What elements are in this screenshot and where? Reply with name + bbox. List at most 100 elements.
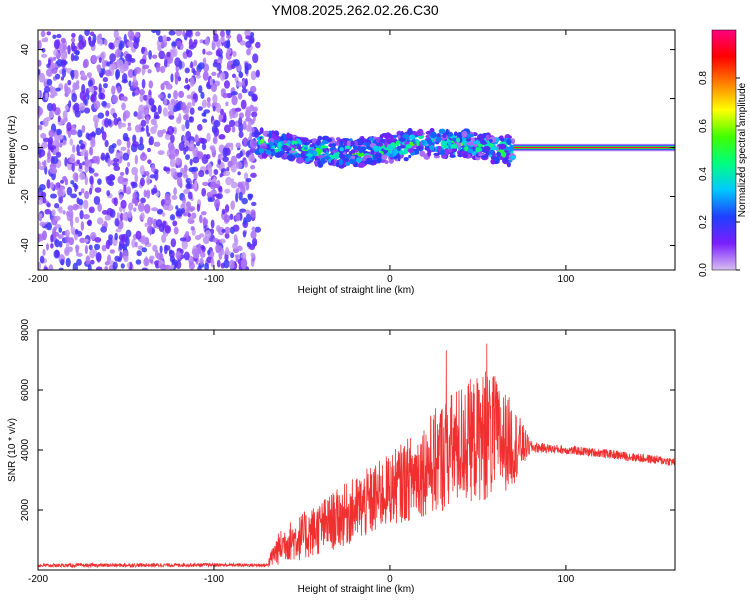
- spectrogram-noise-blob: [250, 165, 256, 170]
- spectrogram-noise-blob: [149, 255, 155, 260]
- spectrogram-noise-blob: [72, 144, 76, 153]
- spectrogram-noise-blob: [233, 234, 238, 243]
- spectrogram-band-blob: [405, 144, 412, 149]
- spectrogram-band-blob: [384, 160, 389, 164]
- spectrogram-band-blob: [384, 141, 388, 148]
- spectrogram-noise-blob: [68, 100, 72, 109]
- spectrogram-noise-blob: [229, 213, 234, 220]
- spectrogram-band-blob: [301, 139, 307, 143]
- spectrogram-band-blob: [287, 140, 291, 145]
- spectrogram-band-blob: [388, 145, 394, 151]
- spectrogram-noise-blob: [154, 249, 159, 259]
- spectrogram-noise-blob: [115, 68, 121, 79]
- spectrogram-noise-blob: [67, 205, 74, 212]
- spectrogram-noise-blob: [131, 166, 139, 176]
- spectrogram-noise-blob: [126, 186, 132, 194]
- spectrogram-noise-blob: [175, 205, 179, 210]
- spectrogram-noise-blob: [213, 119, 221, 128]
- spectrogram-noise-blob: [39, 255, 45, 264]
- spectrogram-noise-blob: [183, 251, 190, 261]
- spectrogram-noise-blob: [143, 257, 150, 267]
- spectrogram-noise-blob: [134, 154, 139, 165]
- spectrogram-noise-blob: [103, 82, 108, 89]
- spectrogram-noise-blob: [210, 257, 215, 268]
- spectrogram-noise-blob: [172, 220, 178, 227]
- spectrogram-band-blob: [300, 152, 305, 158]
- spectrogram-noise-blob: [175, 30, 183, 37]
- spectrogram-noise-blob: [68, 237, 75, 246]
- spectrogram-noise-blob: [250, 85, 257, 93]
- spectrogram-noise-blob: [64, 86, 72, 95]
- spectrogram-noise-blob: [107, 157, 111, 167]
- spectrogram-band-blob: [355, 157, 362, 163]
- spectrogram-noise-blob: [74, 244, 80, 251]
- snr-ylabel: SNR (10 * v/v): [7, 418, 18, 482]
- spectrogram-noise-blob: [57, 234, 64, 239]
- spectrogram-noise-blob: [213, 135, 218, 145]
- spectrogram-band-blob: [456, 132, 463, 139]
- colorbar-tick-label: 0.4: [698, 167, 709, 181]
- spectrogram-noise-blob: [149, 174, 156, 179]
- spectrogram-noise-blob: [169, 214, 176, 221]
- spectrogram-band-blob: [331, 143, 337, 147]
- spectrogram-band-blob: [429, 131, 437, 139]
- spectrogram-noise-blob: [153, 141, 161, 147]
- spectrogram-noise-blob: [221, 248, 225, 256]
- spectrogram-noise-blob: [153, 114, 160, 120]
- spectrogram-band-blob: [313, 150, 318, 157]
- spectrogram-band-blob: [286, 154, 294, 161]
- spectrogram-band-blob: [506, 138, 512, 146]
- spectrogram-noise-blob: [125, 229, 132, 238]
- spectrogram-band-blob: [357, 162, 366, 168]
- spectrogram-noise-blob: [176, 40, 182, 48]
- spectrogram-band-blob: [366, 142, 370, 147]
- figure-title: YM08.2025.262.02.26.C30: [271, 2, 439, 18]
- spectrogram-noise-blob: [239, 40, 246, 46]
- spectrogram-noise-blob: [38, 261, 42, 270]
- spectrogram-noise-blob: [44, 36, 49, 43]
- spectrogram-band-blob: [465, 138, 471, 142]
- spectrogram-band-blob: [283, 152, 288, 159]
- spectrogram-noise-blob: [115, 228, 122, 233]
- spectrogram-noise-blob: [109, 249, 116, 254]
- spectrogram-noise-blob: [217, 159, 221, 165]
- spectrogram-band-blob: [494, 156, 500, 162]
- spectrogram-noise-blob: [188, 167, 195, 173]
- spectrogram-band-blob: [275, 152, 283, 158]
- spectrogram-noise-blob: [147, 216, 153, 227]
- spectrogram-noise-blob: [38, 200, 43, 206]
- spectrogram-noise-blob: [206, 97, 211, 103]
- spectrogram-band-blob: [456, 137, 461, 143]
- spectrogram-noise-blob: [132, 134, 137, 143]
- spectrogram-noise-blob: [84, 244, 89, 255]
- spectrogram-noise-blob: [164, 197, 172, 206]
- spectrogram-noise-blob: [54, 249, 60, 258]
- spectrogram-band-blob: [395, 140, 400, 147]
- spectrogram-noise-blob: [151, 207, 159, 212]
- spectrogram-noise-blob: [49, 166, 57, 174]
- spectrogram-noise-blob: [90, 54, 98, 64]
- spectrogram-noise-blob: [141, 247, 148, 253]
- spectrogram-band-blob: [397, 154, 401, 162]
- spectrogram-noise-blob: [228, 259, 235, 270]
- spectrogram-xtick-label: 100: [558, 274, 575, 285]
- spectrogram-noise-blob: [212, 93, 218, 104]
- spectrogram-noise-blob: [139, 152, 147, 162]
- spectrogram-noise-blob: [68, 209, 74, 219]
- spectrogram-noise-blob: [213, 168, 219, 175]
- spectrogram-noise-blob: [103, 39, 108, 46]
- spectrogram-noise-blob: [79, 237, 86, 244]
- spectrogram-noise-blob: [90, 232, 97, 241]
- spectrogram-noise-blob: [58, 267, 64, 270]
- spectrogram-noise-blob: [58, 240, 63, 248]
- spectrogram-band-blob: [466, 141, 475, 146]
- spectrogram-noise-blob: [123, 110, 131, 119]
- spectrogram-noise-blob: [70, 53, 75, 62]
- spectrogram-noise-blob: [216, 259, 221, 268]
- spectrogram-noise-blob: [119, 171, 125, 176]
- spectrogram-noise-blob: [234, 254, 241, 259]
- spectrogram-noise-blob: [67, 79, 72, 86]
- spectrogram-noise-blob: [51, 156, 59, 165]
- spectrogram-band-blob: [485, 134, 490, 142]
- spectrogram-band-blob: [490, 146, 499, 151]
